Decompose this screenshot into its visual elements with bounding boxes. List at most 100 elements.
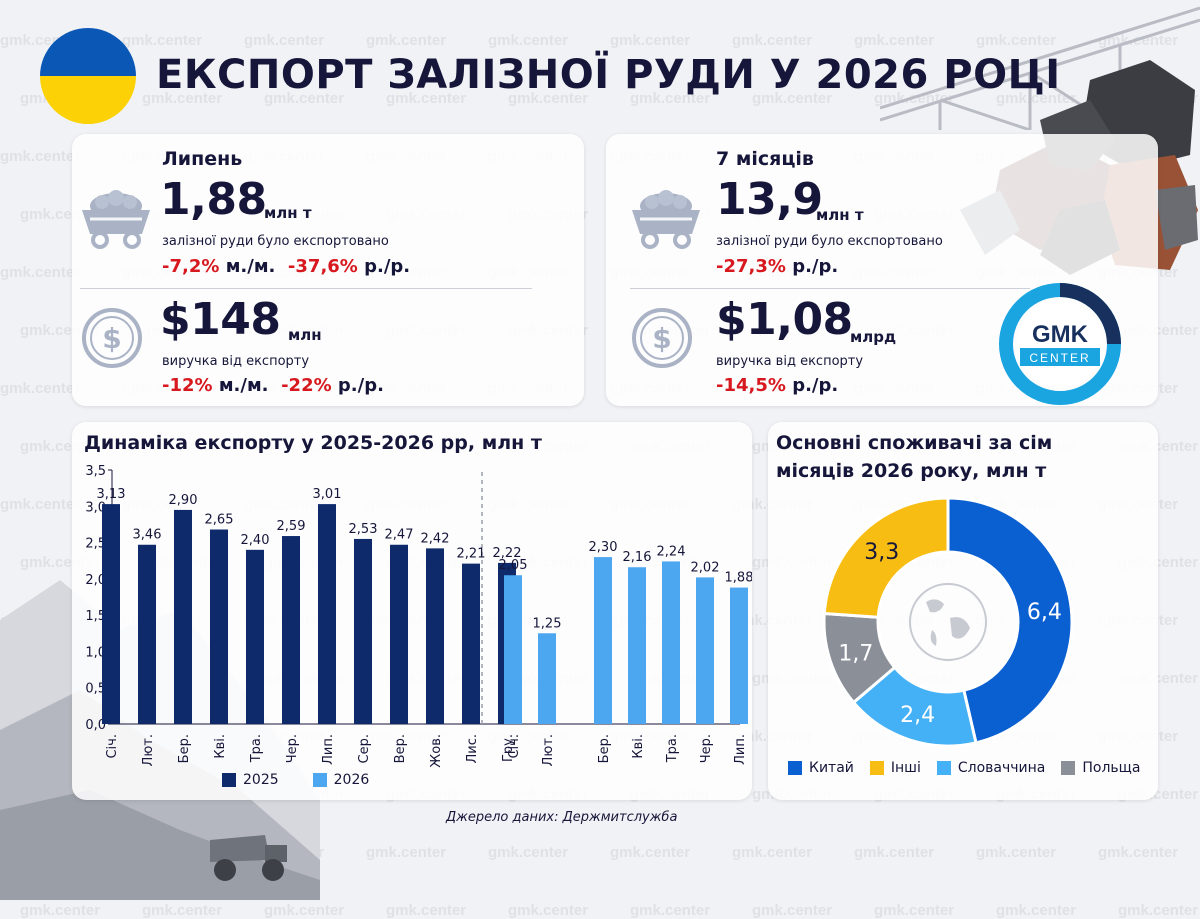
change-label: р./р. [792, 375, 839, 396]
watermark-text: gmk.center [996, 902, 1077, 919]
watermark-text: gmk.center [732, 844, 813, 861]
bar-value-label: 2,42 [421, 531, 450, 546]
x-tick-label: Гру. [501, 734, 516, 762]
bar-value-label: 2,59 [277, 519, 306, 534]
bar-value-label: 3,46 [133, 528, 162, 543]
x-tick-label: Кві. [213, 734, 228, 759]
watermark-text: gmk.center [264, 90, 345, 107]
bar-2025-5 [282, 536, 300, 724]
bar-value-label: 2,30 [589, 540, 618, 555]
legend-label-china: Китай [809, 760, 854, 776]
watermark-text: gmk.center [366, 32, 447, 49]
x-tick-label: Січ. [105, 734, 120, 759]
watermark-text: gmk.center [142, 902, 223, 919]
globe-continents [926, 599, 970, 646]
watermark-text: gmk.center [386, 902, 467, 919]
bar-2026-1 [538, 633, 556, 724]
dollar-coin-icon: $ [82, 308, 142, 368]
x-tick-label: Лис. [465, 734, 480, 764]
bar-chart: 0,0 0,5 1,0 1,5 2,0 2,5 3,0 3,5 3,13 Січ. 3,46 Лют.… [85, 464, 752, 768]
bar-2025-9 [426, 548, 444, 724]
bar-2025-0 [102, 504, 120, 724]
watermark-text: gmk.center [0, 264, 81, 281]
july-ore-description: залізної руди було експортовано [162, 234, 389, 249]
bar-2025-6 [318, 504, 336, 724]
donut-value-label: 1,7 [838, 641, 873, 666]
watermark-text: gmk.center [244, 32, 325, 49]
donut-value-label: 6,4 [1027, 600, 1062, 625]
donut-value-label: 3,3 [864, 540, 899, 565]
bar-value-label: 2,47 [385, 528, 414, 543]
bar-value-label: 2,16 [623, 550, 652, 565]
bar-value-label: 1,88 [725, 571, 752, 586]
donut-chart-title-line2: місяців 2026 року, млн т [776, 460, 1047, 482]
legend-swatch-slovakia [936, 761, 951, 775]
bar-value-label: 2,40 [241, 533, 270, 548]
bar-value-label: 2,65 [205, 513, 234, 528]
bar-2025-1 [138, 544, 156, 724]
watermark-text: gmk.center [20, 902, 101, 919]
bar-2026-0 [504, 575, 522, 724]
watermark-text: gmk.center [630, 90, 711, 107]
watermark-text: gmk.center [508, 902, 589, 919]
y-tick-label: 1,0 [85, 645, 106, 660]
y-tick-label: 2,5 [85, 537, 106, 552]
bar-value-label: 2,90 [169, 493, 198, 508]
change-value: -22% [281, 375, 332, 396]
watermark-text: gmk.center [0, 496, 81, 513]
watermark-text: gmk.center [996, 90, 1077, 107]
donut-chart-title-line1: Основні споживачі за сім [776, 432, 1053, 454]
x-tick-label: Тра. [249, 734, 264, 763]
watermark-text: gmk.center [488, 32, 569, 49]
bar-2026-4 [662, 561, 680, 724]
donut-slice-3 [822, 496, 950, 619]
watermark-text: gmk.center [976, 32, 1057, 49]
consumers-panel: Основні споживачі за сім місяців 2026 ро… [768, 422, 1158, 800]
bar-value-label: 2,02 [691, 560, 720, 575]
bar-2025-10 [462, 563, 480, 724]
bar-2026-2 [594, 557, 612, 724]
change-value: -12% [162, 375, 213, 396]
legend-label-slovakia: Словаччина [957, 760, 1046, 776]
dump-truck-image [210, 835, 287, 881]
x-tick-label: Чер. [285, 734, 300, 763]
y-tick-label: 1,5 [85, 609, 106, 624]
bar-value-label: 3,13 [97, 487, 126, 502]
seven-months-ore-volume: 13,9 [716, 174, 823, 225]
watermark-text: gmk.center [264, 902, 345, 919]
seven-months-ore-changes: -27,3% р./р. [716, 256, 838, 277]
bar-2026-3 [628, 567, 646, 724]
change-value: -37,6% [287, 256, 358, 277]
july-ore-unit: млн т [264, 204, 312, 222]
bar-2026-5 [696, 577, 714, 724]
watermark-text: gmk.center [630, 902, 711, 919]
bar-2026-6 [730, 587, 748, 724]
legend-label-others: Інші [890, 760, 921, 776]
x-tick-label: Жов. [429, 734, 444, 768]
bar-value-label: 2,22 [493, 546, 522, 561]
y-tick-label: 0,5 [85, 682, 106, 697]
watermark-text: gmk.center [488, 844, 569, 861]
seven-months-revenue-changes: -14,5% р./р. [716, 375, 838, 396]
x-tick-label: Сер. [357, 734, 372, 763]
watermark-text: gmk.center [854, 32, 935, 49]
card-period-label: 7 місяців [716, 148, 814, 170]
x-tick-label: Січ. [507, 734, 522, 759]
bar-2025-7 [354, 538, 372, 724]
bar-2025-3 [210, 529, 228, 724]
watermark-text: gmk.center [1118, 902, 1199, 919]
legend-swatch-others [869, 761, 884, 775]
watermark-text: gmk.center [0, 148, 81, 165]
gmk-center-logo: GMK CENTER [999, 283, 1121, 405]
data-source-note: Джерело даних: Держмитслужба [446, 810, 678, 825]
x-tick-label: Вер. [393, 734, 408, 763]
watermark-text: gmk.center [610, 844, 691, 861]
change-label: р./р. [364, 256, 411, 277]
change-label: р./р. [792, 256, 839, 277]
legend-label-2025: 2025 [243, 772, 279, 788]
globe-icon [909, 583, 987, 661]
bar-value-label: 2,21 [457, 547, 486, 562]
legend-label-2026: 2026 [333, 772, 370, 788]
donut-chart: 6,4 2,4 1,7 3,3 [822, 496, 1074, 748]
change-value: -27,3% [716, 256, 786, 277]
